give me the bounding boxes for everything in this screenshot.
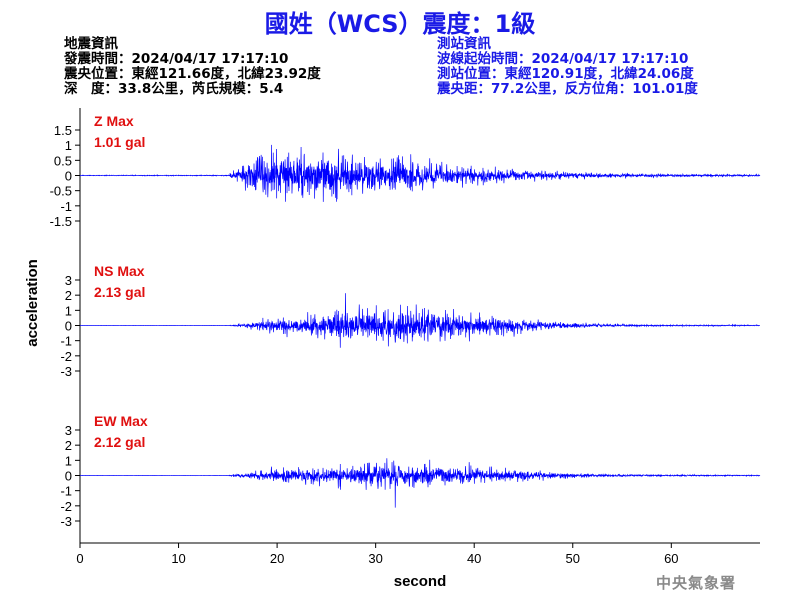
x-tick-label: 0	[76, 551, 83, 566]
y-tick-label: -1	[60, 334, 72, 349]
x-tick-label: 60	[664, 551, 678, 566]
station-info: 測站資訊 波線起始時間：2024/04/17 17:17:10 測站位置：東經1…	[437, 37, 698, 97]
x-tick-label: 40	[467, 551, 481, 566]
y-tick-label: 1	[65, 453, 72, 468]
y-tick-label: -3	[60, 364, 72, 379]
x-tick-label: 10	[171, 551, 185, 566]
y-tick-label: 0	[65, 469, 72, 484]
y-tick-label: 0	[65, 169, 72, 184]
trace-ew	[79, 458, 761, 508]
y-tick-label: 2	[65, 288, 72, 303]
page-title: 國姓（WCS）震度：1級	[264, 10, 536, 38]
max-label-ew: EW Max	[94, 413, 148, 429]
x-axis-title: second	[394, 573, 447, 590]
y-tick-label: -2	[60, 349, 72, 364]
y-tick-label: 0	[65, 319, 72, 334]
y-tick-label: -0.5	[50, 184, 72, 199]
y-tick-label: 3	[65, 273, 72, 288]
max-value-ew: 2.12 gal	[94, 434, 145, 450]
trace-ns	[79, 293, 761, 348]
y-tick-label: -1.5	[50, 214, 72, 229]
y-tick-label: 3	[65, 423, 72, 438]
epicentral-distance: 震央距：77.2公里，反方位角：101.01度	[437, 81, 698, 97]
x-tick-label: 30	[368, 551, 382, 566]
earthquake-info-heading: 地震資訊	[64, 36, 118, 52]
y-tick-label: 1.5	[54, 123, 72, 138]
max-label-ns: NS Max	[94, 263, 145, 279]
wave-start-time: 波線起始時間：2024/04/17 17:17:10	[437, 51, 689, 67]
depth-magnitude: 深 度：33.8公里，芮氏規模：5.4	[64, 81, 284, 97]
y-tick-label: 0.5	[54, 153, 72, 168]
y-tick-label: -1	[60, 484, 72, 499]
max-value-z: 1.01 gal	[94, 134, 145, 150]
y-tick-label: -1	[60, 199, 72, 214]
y-axis-title: acceleration	[24, 259, 41, 347]
y-tick-label: 1	[65, 138, 72, 153]
max-label-z: Z Max	[94, 113, 134, 129]
origin-time: 發震時間：2024/04/17 17:17:10	[64, 51, 289, 67]
y-tick-label: 1	[65, 303, 72, 318]
max-value-ns: 2.13 gal	[94, 284, 145, 300]
y-tick-label: -3	[60, 514, 72, 529]
x-tick-label: 50	[566, 551, 580, 566]
x-tick-label: 20	[270, 551, 284, 566]
y-tick-label: -2	[60, 499, 72, 514]
trace-z	[79, 144, 761, 202]
footer-agency-mark: 中央氣象署	[656, 574, 737, 592]
epicenter-location: 震央位置：東經121.66度，北緯23.92度	[64, 66, 321, 82]
station-info-heading: 測站資訊	[437, 36, 491, 52]
station-location: 測站位置：東經120.91度，北緯24.06度	[437, 66, 694, 82]
earthquake-info: 地震資訊 發震時間：2024/04/17 17:17:10 震央位置：東經121…	[64, 37, 321, 97]
y-tick-label: 2	[65, 438, 72, 453]
